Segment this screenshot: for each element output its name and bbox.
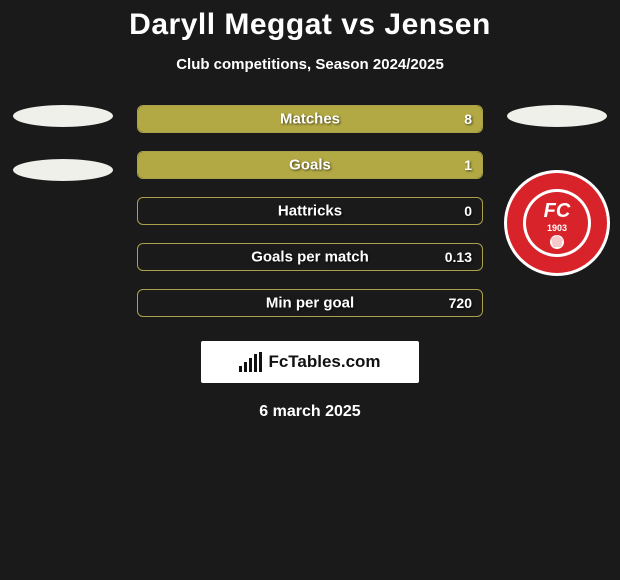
stat-label: Goals per match: [251, 249, 369, 266]
player-photo-placeholder: [13, 105, 113, 127]
stats-list: Matches 8 Goals 1 Hattricks 0 Goals per match 0…: [137, 105, 483, 317]
branding-badge[interactable]: FcTables.com: [201, 341, 419, 383]
stat-label: Matches: [280, 111, 340, 128]
stat-value: 0.13: [445, 249, 472, 265]
page-title: Daryll Meggat vs Jensen: [0, 8, 620, 42]
club-logo-placeholder: [13, 159, 113, 181]
comparison-widget: Daryll Meggat vs Jensen Club competition…: [0, 0, 620, 421]
crest-year: 1903: [547, 223, 567, 233]
right-player-col: ABERDEEN FOOTBALL CLUB FC 1903: [501, 105, 613, 277]
stat-label: Hattricks: [278, 203, 342, 220]
stat-label: Min per goal: [266, 295, 354, 312]
stat-bar: Hattricks 0: [137, 197, 483, 225]
stat-value: 720: [449, 295, 472, 311]
bar-chart-icon: [239, 352, 262, 372]
stat-value: 0: [464, 203, 472, 219]
stat-bar: Goals per match 0.13: [137, 243, 483, 271]
stat-bar: Min per goal 720: [137, 289, 483, 317]
left-player-col: [7, 105, 119, 213]
stat-label: Goals: [289, 157, 331, 174]
player-photo-placeholder: [507, 105, 607, 127]
subtitle: Club competitions, Season 2024/2025: [0, 56, 620, 73]
club-crest: ABERDEEN FOOTBALL CLUB FC 1903: [503, 169, 611, 277]
stat-value: 1: [464, 157, 472, 173]
branding-text: FcTables.com: [268, 352, 380, 372]
main-row: Matches 8 Goals 1 Hattricks 0 Goals per match 0…: [0, 105, 620, 317]
crest-initials: FC: [544, 200, 571, 222]
stat-bar: Matches 8: [137, 105, 483, 133]
stat-value: 8: [464, 111, 472, 127]
snapshot-date: 6 march 2025: [0, 403, 620, 421]
stat-bar: Goals 1: [137, 151, 483, 179]
